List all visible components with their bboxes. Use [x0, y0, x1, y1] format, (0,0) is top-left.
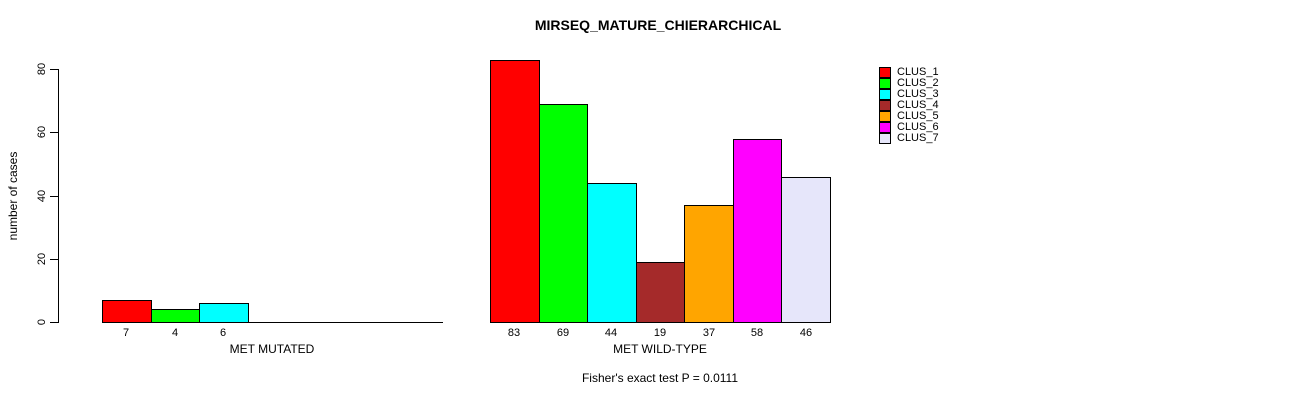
bar [781, 177, 831, 323]
legend-item: CLUS_6 [879, 122, 939, 133]
legend-swatch [879, 100, 891, 111]
bar [587, 183, 637, 323]
bar-value-label: 44 [604, 327, 618, 339]
bar [490, 60, 540, 323]
y-axis-line [58, 69, 59, 323]
bar [539, 104, 588, 323]
legend-label: CLUS_3 [897, 88, 939, 100]
y-tick [50, 132, 58, 133]
legend-item: CLUS_5 [879, 111, 939, 122]
legend-swatch [879, 133, 891, 144]
bar [733, 139, 782, 323]
chart-title: MIRSEQ_MATURE_CHIERARCHICAL [534, 17, 782, 33]
bar-value-label: 19 [653, 327, 667, 339]
legend: CLUS_1 CLUS_2 CLUS_3 CLUS_4 CLUS_5 CLUS_6 CLUS… [879, 67, 939, 144]
bar [636, 262, 685, 323]
annotation-text: Fisher's exact test P = 0.0111 [581, 371, 739, 385]
legend-label: CLUS_6 [897, 121, 939, 133]
legend-label: CLUS_1 [897, 66, 939, 78]
y-tick-label: 60 [36, 125, 48, 139]
legend-item: CLUS_4 [879, 100, 939, 111]
bar-value-label: 7 [122, 327, 130, 339]
group-label: MET WILD-TYPE [613, 342, 707, 356]
y-tick-label: 20 [36, 252, 48, 266]
y-tick [50, 259, 58, 260]
y-tick-label: 0 [36, 318, 48, 326]
legend-swatch [879, 122, 891, 133]
legend-label: CLUS_5 [897, 110, 939, 122]
legend-label: CLUS_2 [897, 77, 939, 89]
bar-value-label: 69 [556, 327, 570, 339]
y-tick [50, 322, 58, 323]
legend-label: CLUS_7 [897, 132, 939, 144]
legend-item: CLUS_7 [879, 133, 939, 144]
group-baseline [102, 322, 443, 323]
bar-value-label: 58 [750, 327, 764, 339]
bar-value-label: 83 [507, 327, 521, 339]
bar [684, 205, 734, 323]
bar-value-label: 37 [702, 327, 716, 339]
group-label: MET MUTATED [229, 342, 315, 356]
legend-item: CLUS_2 [879, 78, 939, 89]
y-tick-label: 40 [36, 189, 48, 203]
legend-item: CLUS_1 [879, 67, 939, 78]
legend-swatch [879, 67, 891, 78]
bar-value-label: 4 [171, 327, 179, 339]
bar-value-label: 46 [799, 327, 813, 339]
legend-swatch [879, 89, 891, 100]
legend-swatch [879, 111, 891, 122]
bar [151, 309, 200, 323]
legend-item: CLUS_3 [879, 89, 939, 100]
y-tick [50, 196, 58, 197]
bar [102, 300, 152, 323]
y-tick [50, 69, 58, 70]
y-axis-title: number of cases [6, 151, 20, 241]
legend-label: CLUS_4 [897, 99, 939, 111]
y-tick-label: 80 [36, 62, 48, 76]
legend-swatch [879, 78, 891, 89]
bar [199, 303, 249, 323]
bar-value-label: 6 [219, 327, 227, 339]
